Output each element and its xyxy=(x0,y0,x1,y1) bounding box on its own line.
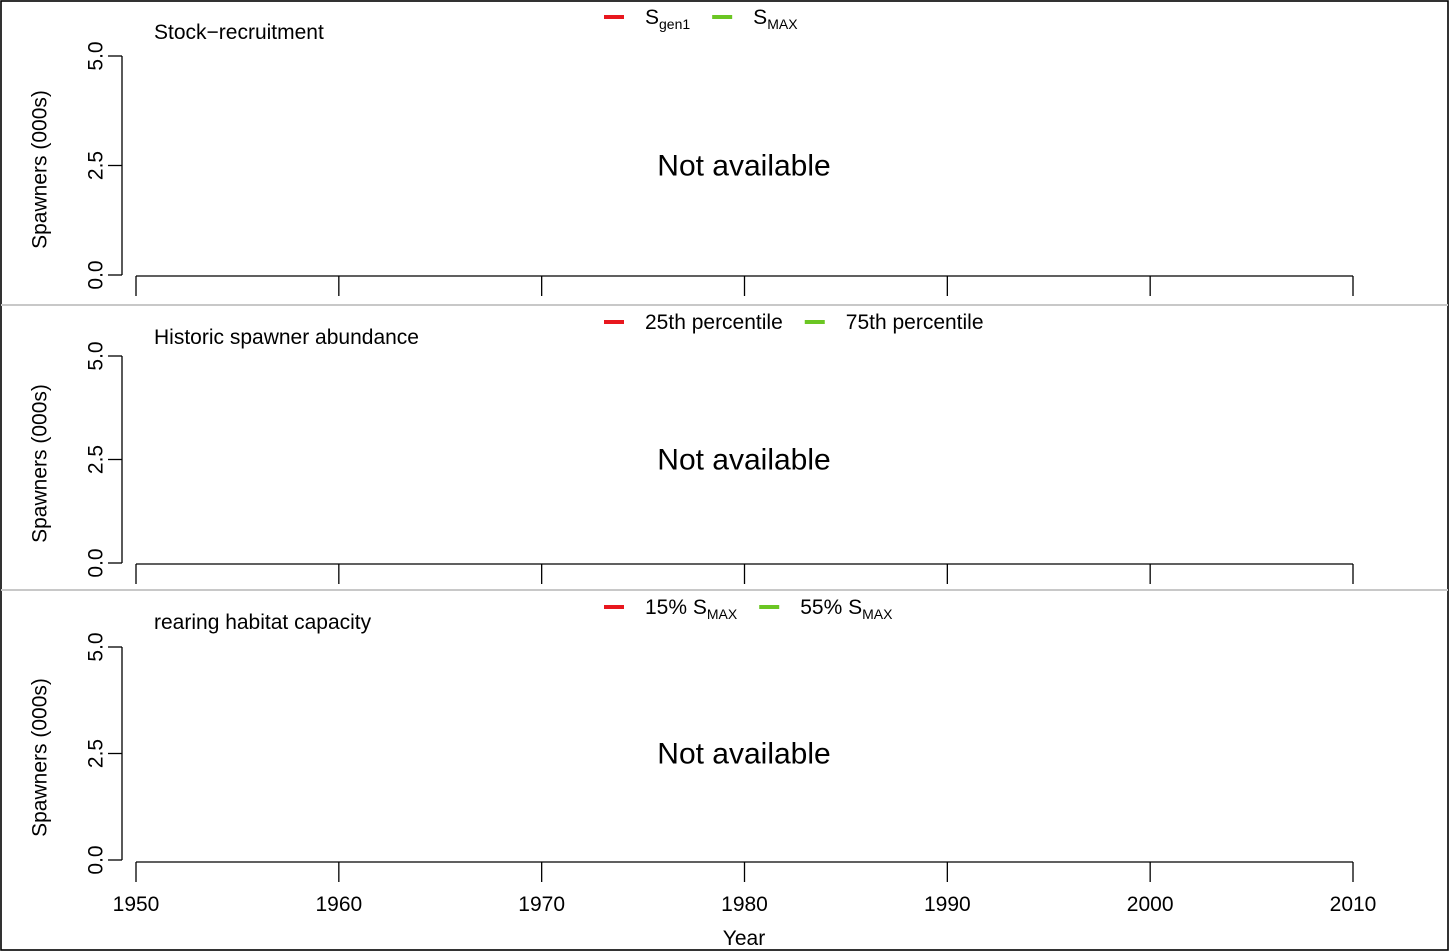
panel-3-x-axis-label: Year xyxy=(723,927,765,950)
panel-2-title: Historic spawner abundance xyxy=(154,326,419,349)
panel-1-y-tick-label: 5.0 xyxy=(85,41,108,70)
panel-3-x-tick-label: 2010 xyxy=(1330,893,1377,916)
panel-2-y-tick-label: 0.0 xyxy=(85,548,108,577)
panel-1-y-tick-label: 0.0 xyxy=(85,260,108,289)
panel-3-not-available-message: Not available xyxy=(657,738,830,771)
panel-3-y-tick-label: 2.5 xyxy=(85,739,108,768)
panel-3-x-tick-label: 1950 xyxy=(113,893,160,916)
panel-3-legend-entry: 15% SMAX xyxy=(645,596,738,622)
panel-3-y-tick-label: 0.0 xyxy=(85,845,108,874)
panel-3-y-tick-label: 5.0 xyxy=(85,632,108,661)
panel-2-y-axis-label: Spawners (000s) xyxy=(29,384,52,543)
panel-1-legend-entry: Sgen1 xyxy=(645,6,690,32)
panel-1-not-available-message: Not available xyxy=(657,150,830,183)
panel-1-y-axis-label: Spawners (000s) xyxy=(29,90,52,249)
panel-3-x-tick-label: 1980 xyxy=(721,893,768,916)
panel-2-y-tick-label: 5.0 xyxy=(85,341,108,370)
panel-1-title: Stock−recruitment xyxy=(154,21,324,44)
panel-3-y-axis-label: Spawners (000s) xyxy=(29,678,52,837)
panel-3-legend-entry: 55% SMAX xyxy=(800,596,893,622)
panel-1-y-tick-label: 2.5 xyxy=(85,151,108,180)
panel-3-x-tick-label: 1970 xyxy=(518,893,565,916)
panel-2-legend-entry: 75th percentile xyxy=(846,311,984,334)
panel-3-x-tick-label: 1960 xyxy=(315,893,362,916)
panel-2-y-tick-label: 2.5 xyxy=(85,445,108,474)
panel-1-legend-entry: SMAX xyxy=(753,6,798,32)
panel-3-x-tick-label: 1990 xyxy=(924,893,971,916)
panel-2-legend-entry: 25th percentile xyxy=(645,311,783,334)
panel-2-not-available-message: Not available xyxy=(657,444,830,477)
panel-3-title: rearing habitat capacity xyxy=(154,611,372,634)
panel-3-x-tick-label: 2000 xyxy=(1127,893,1174,916)
